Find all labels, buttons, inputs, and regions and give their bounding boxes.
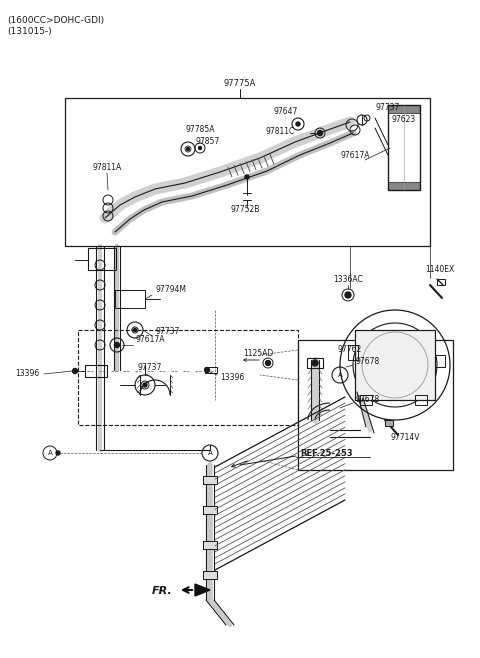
Bar xyxy=(205,367,217,373)
Circle shape xyxy=(204,368,209,372)
Text: 97647: 97647 xyxy=(274,107,298,116)
Circle shape xyxy=(385,355,405,375)
Circle shape xyxy=(187,147,190,151)
Bar xyxy=(203,571,217,579)
Text: 97811C: 97811C xyxy=(266,126,295,136)
Circle shape xyxy=(72,368,77,374)
Polygon shape xyxy=(388,182,420,190)
Circle shape xyxy=(312,360,318,366)
Text: 97737: 97737 xyxy=(138,363,162,372)
Bar xyxy=(360,395,372,405)
Bar xyxy=(203,506,217,514)
Circle shape xyxy=(345,292,351,298)
Text: 97714V: 97714V xyxy=(390,434,420,442)
Circle shape xyxy=(56,451,60,455)
Bar xyxy=(203,541,217,549)
Text: (131015-): (131015-) xyxy=(7,27,52,36)
Circle shape xyxy=(199,147,202,149)
Bar xyxy=(385,420,393,426)
Bar xyxy=(203,476,217,484)
Text: 97785A: 97785A xyxy=(185,126,215,134)
Polygon shape xyxy=(195,584,210,596)
Bar xyxy=(203,476,217,484)
Bar xyxy=(85,365,107,377)
Text: A: A xyxy=(48,450,52,456)
Text: 97857: 97857 xyxy=(195,136,219,145)
Bar xyxy=(307,358,323,368)
Text: 97737: 97737 xyxy=(155,328,180,336)
Bar xyxy=(437,279,445,285)
Text: 1140EX: 1140EX xyxy=(425,265,455,274)
Bar xyxy=(88,248,116,270)
Text: 97762: 97762 xyxy=(338,345,362,355)
Text: 1125AD: 1125AD xyxy=(243,349,273,357)
Circle shape xyxy=(245,175,249,179)
Bar xyxy=(435,355,445,367)
Text: REF.25-253: REF.25-253 xyxy=(300,449,353,457)
Bar xyxy=(203,571,217,579)
Text: (1600CC>DOHC-GDI): (1600CC>DOHC-GDI) xyxy=(7,16,104,25)
Polygon shape xyxy=(388,105,420,113)
Bar xyxy=(388,105,420,190)
Text: 97623: 97623 xyxy=(392,114,416,124)
Text: 97617A: 97617A xyxy=(340,151,370,159)
Text: A: A xyxy=(337,372,342,378)
Circle shape xyxy=(265,361,271,365)
Bar xyxy=(298,340,453,470)
Bar xyxy=(65,98,430,246)
Circle shape xyxy=(133,328,136,332)
Text: 97737: 97737 xyxy=(375,103,399,113)
Text: 97811A: 97811A xyxy=(92,163,121,172)
Circle shape xyxy=(115,343,120,347)
Bar xyxy=(203,541,217,549)
Text: 13396: 13396 xyxy=(220,374,244,382)
Text: 97678: 97678 xyxy=(355,395,379,405)
Bar xyxy=(415,395,427,405)
Text: 13396: 13396 xyxy=(15,370,39,378)
Bar xyxy=(355,330,435,400)
Text: 97775A: 97775A xyxy=(224,78,256,88)
Text: 97794M: 97794M xyxy=(155,286,186,295)
Circle shape xyxy=(143,383,147,387)
Text: 97752B: 97752B xyxy=(230,205,260,215)
Bar xyxy=(115,290,145,308)
Bar xyxy=(355,330,435,400)
Bar xyxy=(348,345,358,360)
Text: A: A xyxy=(208,450,212,456)
Circle shape xyxy=(296,122,300,126)
Circle shape xyxy=(317,130,323,136)
Bar xyxy=(203,506,217,514)
Text: 97617A: 97617A xyxy=(135,336,165,345)
Bar xyxy=(78,330,298,425)
Text: 97678: 97678 xyxy=(355,357,379,367)
Text: 1336AC: 1336AC xyxy=(333,274,363,284)
Text: FR.: FR. xyxy=(152,586,172,596)
